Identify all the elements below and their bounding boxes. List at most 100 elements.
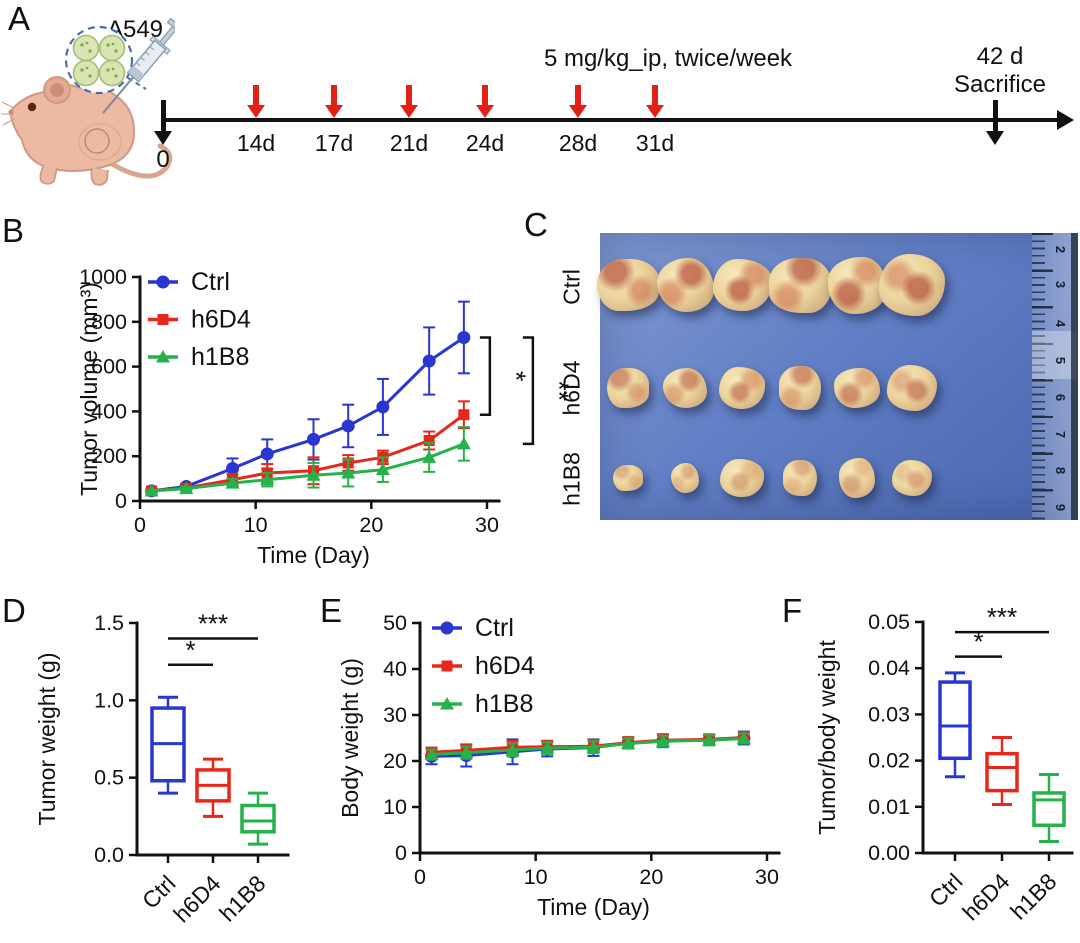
tumor-specimen: [613, 465, 643, 491]
svg-text:0: 0: [414, 865, 426, 889]
significance: ***: [479, 336, 570, 446]
svg-text:0.5: 0.5: [94, 766, 124, 790]
box-h1B8: h1B8: [214, 791, 276, 927]
svg-text:Body weight (g): Body weight (g): [337, 658, 363, 818]
panel-a-label: A: [8, 0, 31, 37]
svg-text:h6D4: h6D4: [191, 306, 251, 334]
injection-day-label: 21d: [389, 130, 429, 156]
tumor-weight-boxplot: 0.0 0.5 1.0 1.5 Tumor weight (g) Ctrlh6D4h1B8…: [34, 608, 290, 927]
tumor-specimen: [719, 367, 765, 409]
sacrifice-text-label: Sacrifice: [953, 71, 1047, 98]
svg-text:0.03: 0.03: [868, 702, 910, 726]
axes: 0 200 400 600 800 1000 0 10 20 30 Tumor volume (mm…: [76, 265, 501, 568]
svg-text:0: 0: [134, 513, 146, 537]
box-h6D4: h6D4: [168, 757, 231, 927]
svg-text:30: 30: [755, 865, 779, 889]
svg-text:h1B8: h1B8: [475, 690, 533, 718]
box-Ctrl: Ctrl: [137, 695, 186, 914]
sacrifice-day-label: 42 d: [976, 43, 1024, 70]
legend: Ctrl h6D4 h1B8: [148, 268, 251, 371]
injection-arrow-icon: [476, 85, 494, 119]
axes: 0.00 0.01 0.02 0.03 0.04 0.05 Tumor/body weigh…: [814, 610, 1074, 865]
injection-day-label: 31d: [635, 130, 675, 156]
svg-text:20: 20: [639, 865, 663, 889]
svg-text:0.01: 0.01: [868, 795, 910, 819]
tumor-specimen: [597, 259, 659, 311]
svg-text:h1B8: h1B8: [214, 870, 270, 926]
svg-text:0.00: 0.00: [868, 841, 910, 865]
timeline-arrowhead-icon: [1057, 110, 1074, 130]
svg-text:h1B8: h1B8: [191, 343, 249, 371]
body-weight-chart: 0 10 20 30 40 50 0 10 20 30 Body weight (g) Time (D…: [337, 611, 781, 920]
svg-text:*: *: [185, 635, 195, 665]
ruler: 2 3 4 5 6 7 8 9: [1032, 233, 1078, 520]
injection-arrow-icon: [400, 85, 418, 119]
dose-schedule-label: 5 mg/kg_ip, twice/week: [543, 45, 793, 72]
injection-arrow-icon: [247, 85, 265, 119]
specimen-row-label: Ctrl: [558, 269, 585, 305]
ruler-number: 9: [1053, 503, 1069, 512]
box-h6D4: h6D4: [957, 736, 1019, 925]
tumor-specimen: [892, 460, 932, 496]
tumor-specimen: [879, 254, 945, 316]
ruler-reflection: [1032, 331, 1078, 379]
tumor-specimen: [663, 368, 707, 408]
svg-text:Tumor volume (mm³): Tumor volume (mm³): [76, 282, 102, 496]
box-Ctrl: Ctrl: [924, 671, 972, 912]
tumor-volume-chart: 0 200 400 600 800 1000 0 10 20 30 Tumor volume (mm…: [76, 265, 570, 568]
panel-f-label: F: [782, 592, 803, 629]
svg-text:*: *: [973, 627, 983, 657]
mouse-icon: [1, 76, 173, 186]
significance: ****: [168, 608, 258, 667]
svg-text:30: 30: [475, 513, 499, 537]
panel-e-label: E: [320, 592, 343, 629]
injection-day-label: 24d: [465, 130, 505, 156]
svg-text:h6D4: h6D4: [957, 868, 1014, 925]
panel-b-label: B: [2, 212, 25, 249]
specimen-row-label: h6D4: [558, 360, 585, 416]
svg-text:1.5: 1.5: [94, 611, 124, 635]
svg-text:50: 50: [383, 611, 407, 635]
tumor-specimen: [607, 368, 649, 408]
tumor-photo: 2 3 4 5 6 7 8 9: [597, 233, 1078, 520]
svg-text:0.05: 0.05: [868, 610, 910, 634]
axes: 0.0 0.5 1.0 1.5 Tumor weight (g): [34, 611, 290, 867]
injection-arrow-icon: [325, 85, 343, 119]
svg-text:***: ***: [987, 602, 1017, 632]
syringe-icon: [102, 17, 175, 114]
ruler-number: 3: [1053, 280, 1069, 289]
ruler-number: 4: [1053, 319, 1069, 328]
timeline-axis: [163, 118, 1061, 122]
ruler-edge: [1071, 233, 1078, 520]
tumor-specimen: [671, 463, 699, 493]
svg-text:800: 800: [91, 310, 127, 334]
svg-text:***: ***: [198, 608, 228, 638]
injection-arrow-icon: [646, 85, 664, 119]
svg-text:Time (Day): Time (Day): [537, 894, 650, 920]
tumor-specimen: [783, 460, 817, 496]
ruler-number: 5: [1053, 356, 1069, 365]
timeline-start-arrow-icon: [154, 100, 172, 146]
ruler-number: 2: [1053, 245, 1069, 254]
svg-text:1.0: 1.0: [94, 688, 124, 712]
svg-text:h1B8: h1B8: [1005, 868, 1061, 924]
svg-text:Tumor weight (g): Tumor weight (g): [34, 653, 60, 826]
sacrifice-arrow-icon: [986, 100, 1004, 146]
tumor-specimen: [656, 258, 714, 312]
svg-text:Time (Day): Time (Day): [257, 542, 370, 568]
tumor-specimen: [720, 459, 764, 497]
svg-text:0: 0: [115, 489, 127, 513]
svg-text:Ctrl: Ctrl: [191, 268, 230, 296]
injection-day-label: 17d: [314, 130, 354, 156]
svg-text:Tumor/body weight: Tumor/body weight: [814, 640, 840, 835]
svg-text:*: *: [501, 371, 531, 382]
tumor-specimen: [887, 365, 937, 411]
injection-arrow-icon: [569, 85, 587, 119]
svg-text:20: 20: [383, 749, 407, 773]
svg-text:20: 20: [359, 513, 383, 537]
specimen-row-label: h1B8: [558, 452, 585, 506]
svg-text:40: 40: [383, 657, 407, 681]
tumor-specimen: [827, 256, 887, 314]
svg-text:h6D4: h6D4: [475, 652, 535, 680]
svg-text:400: 400: [91, 399, 127, 423]
